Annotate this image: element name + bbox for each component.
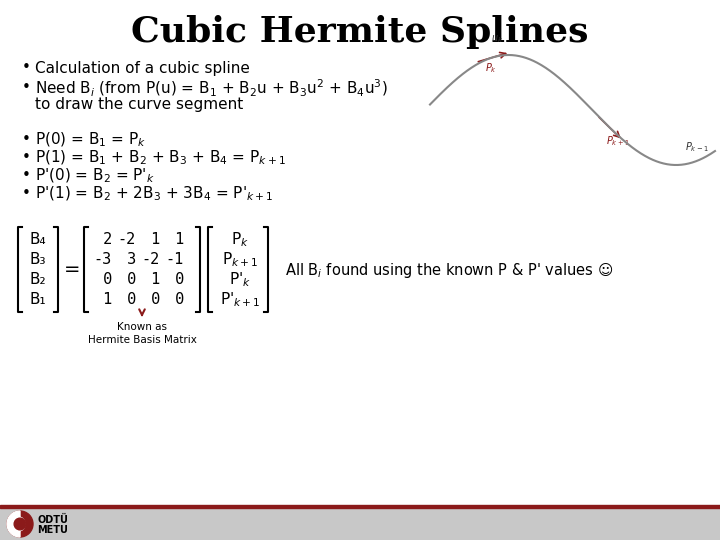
Text: $u_k$: $u_k$ <box>491 33 503 45</box>
Text: P$_k$: P$_k$ <box>231 231 249 249</box>
Text: 1: 1 <box>142 273 160 287</box>
Text: B₃: B₃ <box>30 253 46 267</box>
Text: -2: -2 <box>118 233 136 247</box>
Text: •: • <box>22 168 31 184</box>
Text: •: • <box>22 151 31 165</box>
Text: P(1) = B$_1$ + B$_2$ + B$_3$ + B$_4$ = P$_{k+1}$: P(1) = B$_1$ + B$_2$ + B$_3$ + B$_4$ = P… <box>35 149 286 167</box>
Text: Need B$_i$ (from P(u) = B$_1$ + B$_2$u + B$_3$u$^2$ + B$_4$u$^3$): Need B$_i$ (from P(u) = B$_1$ + B$_2$u +… <box>35 77 387 98</box>
Text: •: • <box>22 80 31 96</box>
Text: 0: 0 <box>142 293 160 307</box>
Text: P'(0) = B$_2$ = P'$_k$: P'(0) = B$_2$ = P'$_k$ <box>35 167 155 185</box>
Text: 0: 0 <box>118 273 136 287</box>
Text: 0: 0 <box>166 273 184 287</box>
Text: 0: 0 <box>94 273 112 287</box>
Bar <box>0 505 720 508</box>
Bar <box>0 508 720 540</box>
Text: $P_{k+1}$: $P_{k+1}$ <box>606 134 630 148</box>
Text: B₄: B₄ <box>30 233 46 247</box>
Circle shape <box>14 518 26 530</box>
Text: 1: 1 <box>94 293 112 307</box>
Text: P'(1) = B$_2$ + 2B$_3$ + 3B$_4$ = P'$_{k+1}$: P'(1) = B$_2$ + 2B$_3$ + 3B$_4$ = P'$_{k… <box>35 185 274 203</box>
Text: 1: 1 <box>142 233 160 247</box>
Wedge shape <box>7 511 20 537</box>
Text: •: • <box>22 132 31 147</box>
Text: Calculation of a cubic spline: Calculation of a cubic spline <box>35 60 250 76</box>
Text: =: = <box>64 260 80 280</box>
Text: B₂: B₂ <box>30 273 46 287</box>
Text: 3: 3 <box>118 253 136 267</box>
Text: METU: METU <box>37 525 68 535</box>
Text: 0: 0 <box>166 293 184 307</box>
Text: $P_{k-1}$: $P_{k-1}$ <box>685 140 708 154</box>
Text: ODTÜ: ODTÜ <box>37 515 68 525</box>
Circle shape <box>11 517 25 531</box>
Text: 2: 2 <box>94 233 112 247</box>
Text: to draw the curve segment: to draw the curve segment <box>35 98 243 112</box>
Text: $P_k$: $P_k$ <box>485 62 497 75</box>
Text: 1: 1 <box>166 233 184 247</box>
Text: Known as
Hermite Basis Matrix: Known as Hermite Basis Matrix <box>88 322 197 345</box>
Text: P$_{k+1}$: P$_{k+1}$ <box>222 251 258 269</box>
Text: -2: -2 <box>142 253 160 267</box>
Text: •: • <box>22 186 31 201</box>
Text: All B$_i$ found using the known P & P' values ☺: All B$_i$ found using the known P & P' v… <box>285 260 613 280</box>
Text: P(0) = B$_1$ = P$_k$: P(0) = B$_1$ = P$_k$ <box>35 131 146 149</box>
Text: -3: -3 <box>94 253 112 267</box>
Text: B₁: B₁ <box>30 293 46 307</box>
Text: P'$_{k+1}$: P'$_{k+1}$ <box>220 291 260 309</box>
Text: -1: -1 <box>166 253 184 267</box>
Text: P'$_k$: P'$_k$ <box>229 271 251 289</box>
Circle shape <box>7 511 33 537</box>
Text: Cubic Hermite Splines: Cubic Hermite Splines <box>131 15 589 49</box>
Text: •: • <box>22 60 31 76</box>
Text: 0: 0 <box>118 293 136 307</box>
